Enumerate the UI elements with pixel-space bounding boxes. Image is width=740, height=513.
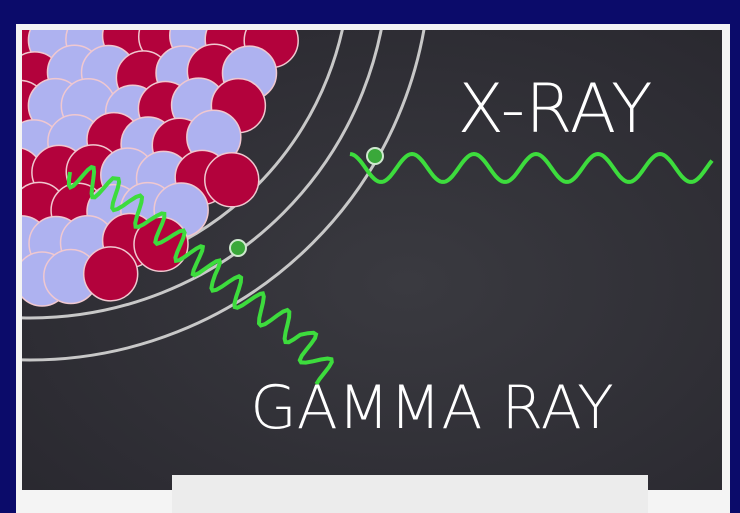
gamma-ray-label: GAMMA RAY — [250, 373, 614, 443]
electron — [367, 148, 383, 164]
electron — [230, 240, 246, 256]
slide: X-RAY GAMMA RAY — [0, 0, 740, 513]
nucleon — [84, 247, 138, 301]
lower-image — [172, 475, 648, 513]
page: X-RAY GAMMA RAY (() => { const data = JS… — [0, 0, 740, 513]
x-ray-label: X-RAY — [457, 70, 652, 149]
nucleon — [205, 153, 259, 207]
